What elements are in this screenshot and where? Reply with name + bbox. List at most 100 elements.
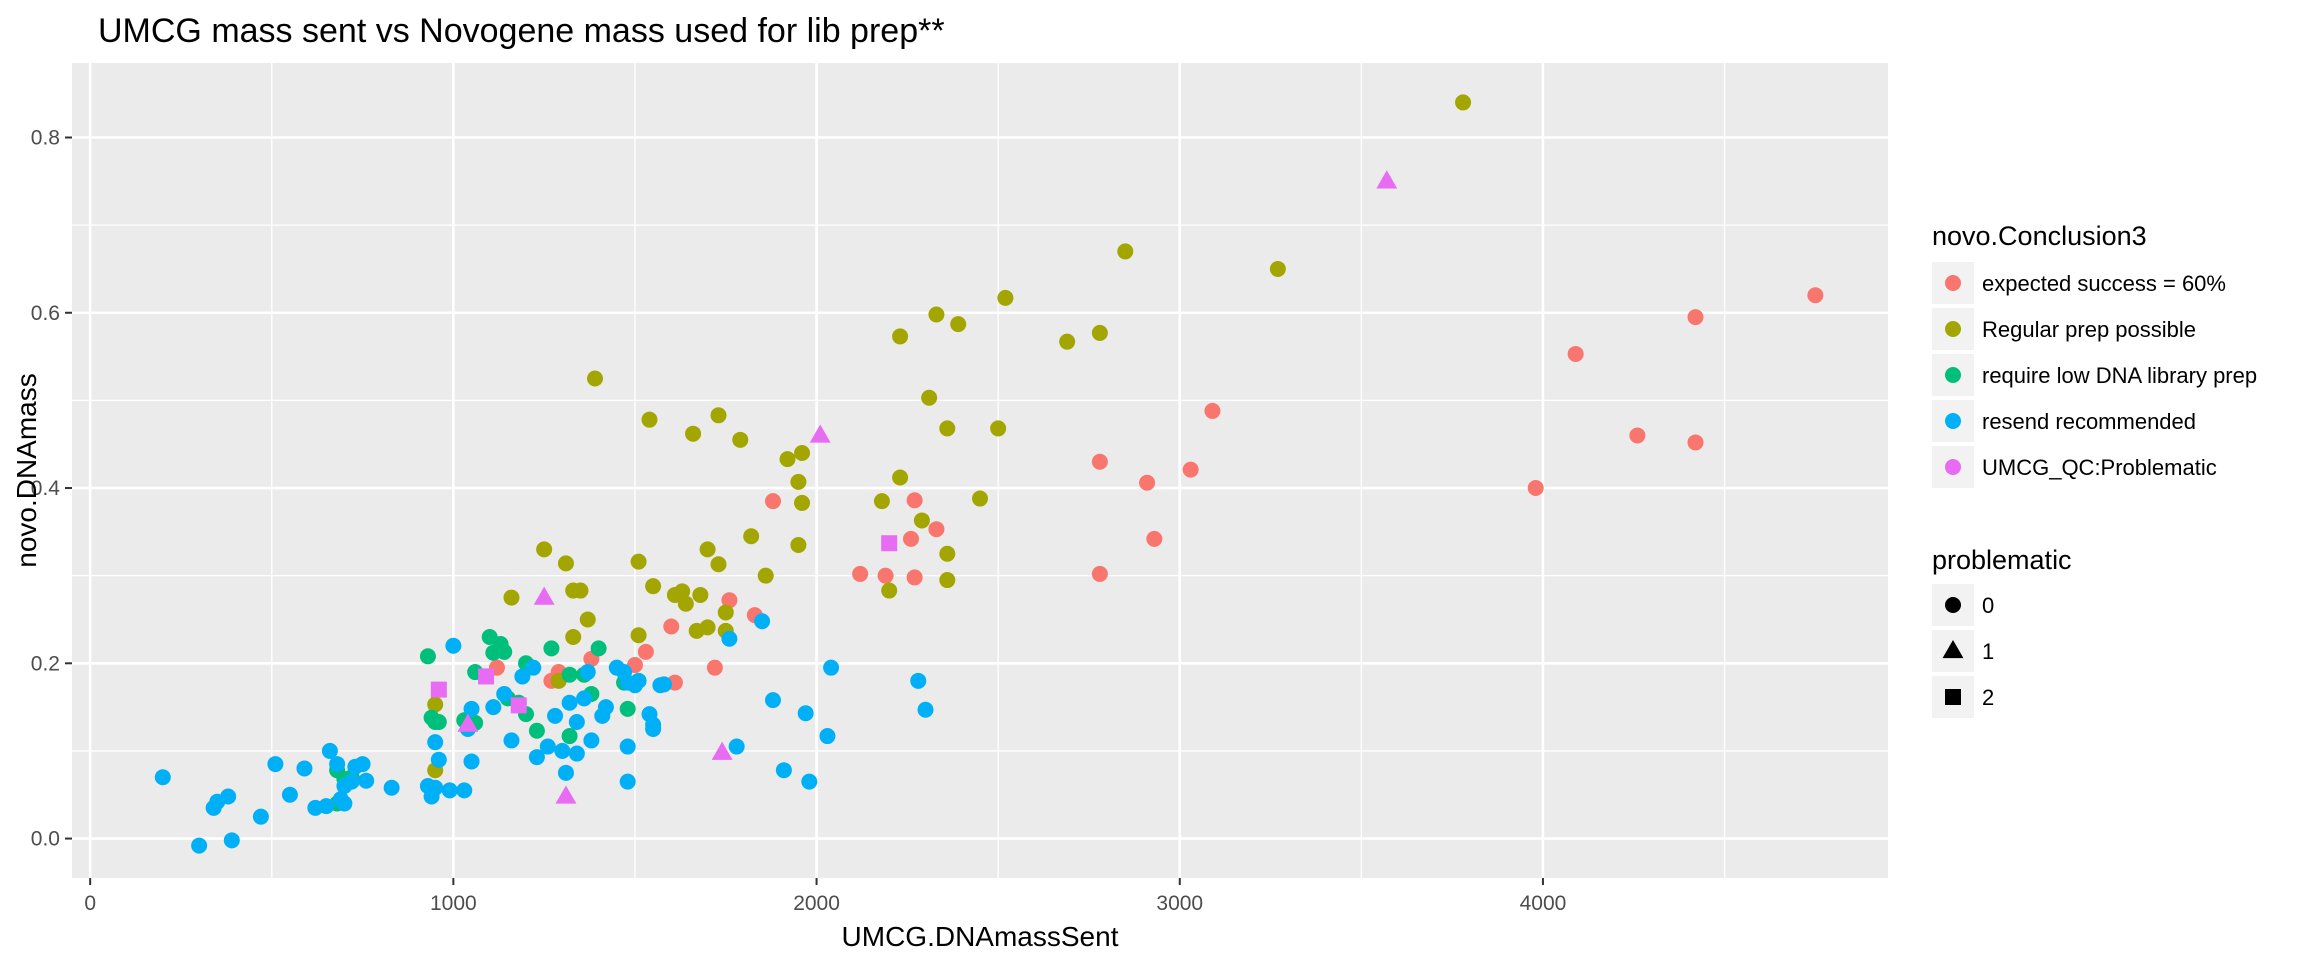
data-point xyxy=(597,699,614,716)
x-tick-label: 1000 xyxy=(430,892,477,915)
data-point xyxy=(565,629,582,646)
legend-swatch xyxy=(1945,321,1961,337)
data-point xyxy=(630,553,647,570)
data-point xyxy=(794,494,811,511)
x-axis-title: UMCG.DNAmassSent xyxy=(842,921,1119,952)
data-point xyxy=(699,619,716,636)
data-point xyxy=(1527,480,1544,497)
data-point xyxy=(710,556,727,573)
x-tick-label: 4000 xyxy=(1520,892,1567,915)
data-point xyxy=(732,431,749,448)
y-tick-label: 0.4 xyxy=(31,477,61,500)
legend-label: 0 xyxy=(1982,593,1994,618)
data-point xyxy=(779,451,796,468)
legend-label: resend recommended xyxy=(1982,409,2196,434)
legend-shape xyxy=(1945,597,1961,613)
data-point xyxy=(902,530,919,547)
data-point xyxy=(561,694,578,711)
data-point xyxy=(579,664,596,681)
data-point xyxy=(637,643,654,660)
data-point xyxy=(939,420,956,437)
data-point xyxy=(619,773,636,790)
data-point xyxy=(503,732,520,749)
data-point xyxy=(913,512,930,529)
legend-label: 1 xyxy=(1982,639,1994,664)
data-point xyxy=(717,604,734,621)
data-point xyxy=(1182,461,1199,478)
data-point xyxy=(514,668,531,685)
data-point xyxy=(191,837,208,854)
data-point xyxy=(555,785,577,804)
data-point xyxy=(710,407,727,424)
legend-label: Regular prep possible xyxy=(1982,317,2196,342)
y-axis-title: novo.DNAmass xyxy=(11,373,42,568)
legend-label: require low DNA library prep xyxy=(1982,363,2257,388)
data-point xyxy=(630,672,647,689)
data-point xyxy=(427,734,444,751)
data-point xyxy=(641,411,658,428)
y-tick-label: 0.0 xyxy=(31,828,60,851)
data-point xyxy=(329,756,346,773)
data-point xyxy=(1376,170,1398,189)
data-point xyxy=(543,640,560,657)
data-point xyxy=(427,779,444,796)
data-point xyxy=(583,732,600,749)
data-point xyxy=(343,773,360,790)
data-point xyxy=(881,535,898,552)
data-point xyxy=(1269,260,1286,277)
data-point xyxy=(354,756,371,773)
data-point xyxy=(706,659,723,676)
data-point xyxy=(990,420,1007,437)
data-point xyxy=(928,306,945,323)
data-point xyxy=(794,444,811,461)
data-point xyxy=(674,583,691,600)
axes: 0 1000 2000 3000 4000 0.0 0.2 0.4 0.6 0.8 xyxy=(31,126,1567,915)
data-point xyxy=(997,289,1014,306)
data-point xyxy=(1059,333,1076,350)
data-point xyxy=(496,685,513,702)
data-point xyxy=(1091,565,1108,582)
color-legend-title: novo.Conclusion3 xyxy=(1932,221,2147,251)
legend-swatch xyxy=(1945,275,1961,291)
data-point xyxy=(939,545,956,562)
legend-swatch xyxy=(1945,413,1961,429)
plot-panel xyxy=(72,63,1888,878)
data-point xyxy=(645,721,662,738)
data-point xyxy=(823,659,840,676)
data-point xyxy=(892,469,909,486)
data-point xyxy=(572,582,589,599)
data-point xyxy=(906,569,923,586)
data-point xyxy=(528,749,545,766)
data-point xyxy=(939,572,956,589)
x-tick-label: 0 xyxy=(84,892,96,915)
data-point xyxy=(445,637,462,654)
data-point xyxy=(950,316,967,333)
chart-title: UMCG mass sent vs Novogene mass used for… xyxy=(98,12,945,50)
data-point xyxy=(721,630,738,647)
data-point xyxy=(281,786,298,803)
data-point xyxy=(1204,402,1221,419)
data-point xyxy=(1807,287,1824,304)
legend-swatch xyxy=(1945,367,1961,383)
data-point xyxy=(677,595,694,612)
data-point xyxy=(587,370,604,387)
data-point xyxy=(972,490,988,507)
data-point xyxy=(576,690,593,707)
data-point xyxy=(1139,474,1156,491)
data-point xyxy=(797,705,814,722)
data-point xyxy=(457,713,479,732)
y-tick-label: 0.2 xyxy=(31,652,60,675)
data-point xyxy=(154,769,171,786)
data-point xyxy=(743,528,760,545)
data-point xyxy=(910,672,927,689)
legend-label: 2 xyxy=(1982,685,1994,710)
data-point xyxy=(590,640,607,657)
data-point xyxy=(728,738,745,755)
data-point xyxy=(478,668,495,685)
data-point xyxy=(1629,427,1646,444)
data-point xyxy=(1146,530,1163,547)
data-point xyxy=(692,586,709,603)
data-point xyxy=(318,798,335,815)
data-point xyxy=(430,681,447,698)
grid-lines xyxy=(72,63,1888,878)
